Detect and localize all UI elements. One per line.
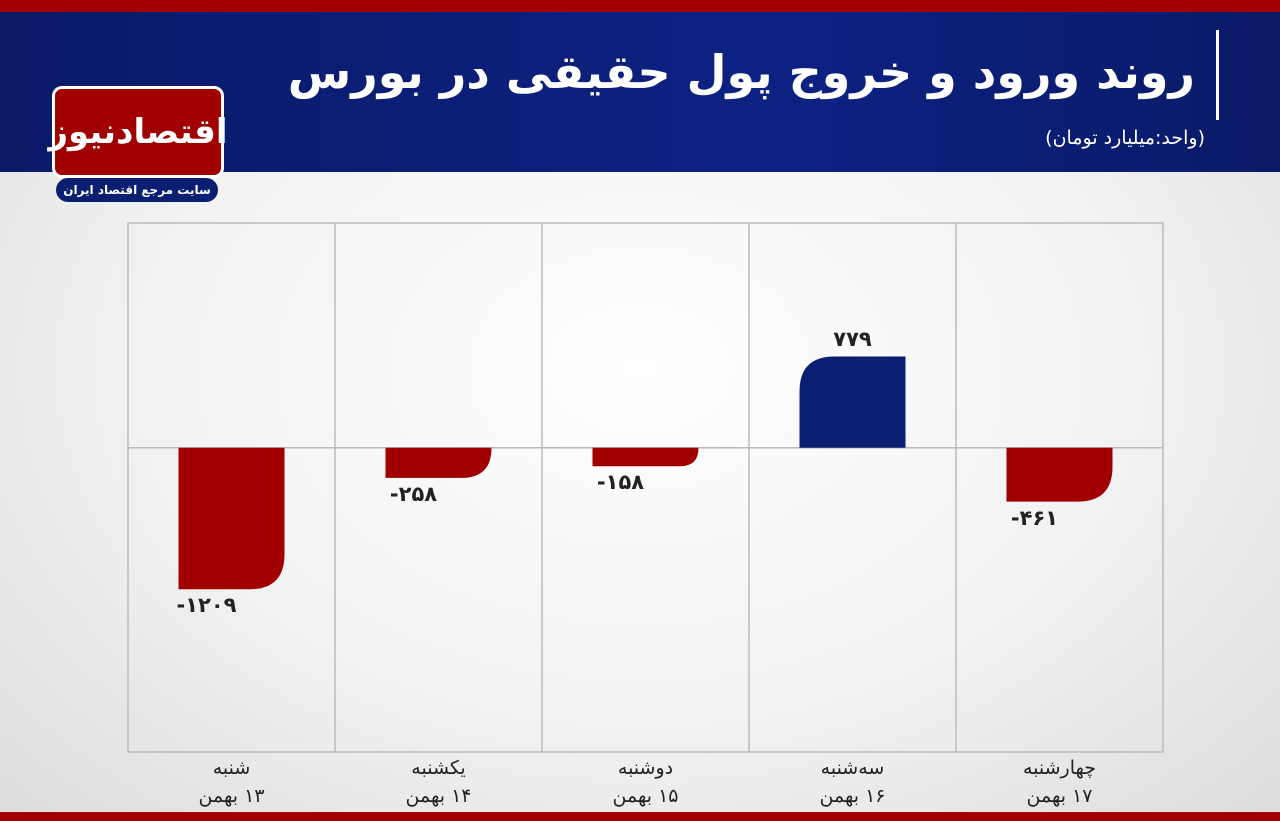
chart-title: روند ورود و خروج پول حقیقی در بورس — [287, 45, 1195, 99]
x-tick-label: دوشنبه ۱۵ بهمن — [612, 757, 679, 807]
logo-tagline: سایت مرجع اقتصاد ایران — [56, 178, 218, 202]
bar — [385, 447, 492, 478]
value-label: -۱۵۸ — [596, 470, 645, 495]
value-label: -۲۵۸ — [389, 481, 438, 506]
divider — [1216, 30, 1219, 120]
value-label: ۷۷۹ — [833, 326, 872, 351]
top-bar — [0, 0, 1280, 12]
x-tick-label: شنبه ۱۳ بهمن — [198, 757, 265, 807]
chart-subtitle: (واحد:میلیارد تومان) — [1045, 127, 1205, 149]
value-label: -۱۲۰۹ — [176, 593, 237, 618]
bar — [799, 356, 906, 448]
bar — [178, 447, 285, 590]
x-tick-label: سه‌شنبه ۱۶ بهمن — [819, 757, 886, 807]
logo: اقتصادنیوز — [48, 86, 228, 178]
x-tick-label: یکشنبه ۱۴ بهمن — [405, 757, 472, 807]
value-label: -۴۶۱ — [1010, 505, 1059, 530]
x-tick-label: چهارشنبه ۱۷ بهمن — [1022, 757, 1097, 807]
plot-frame — [127, 222, 1164, 753]
bar — [592, 447, 699, 467]
bottom-bar — [0, 812, 1280, 821]
bar — [1006, 447, 1113, 502]
